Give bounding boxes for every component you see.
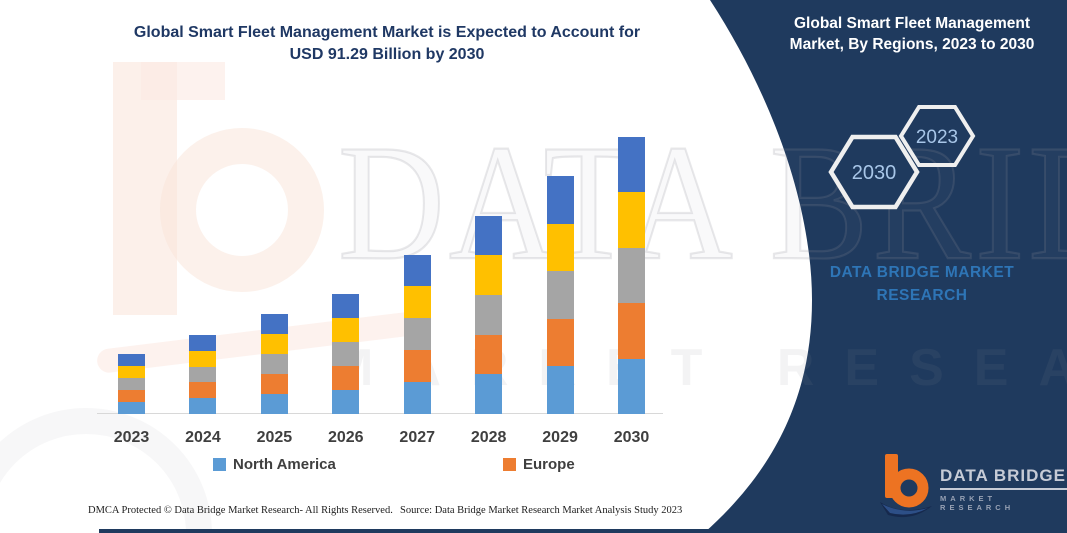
bar-segment-2027: [403, 350, 431, 383]
bar-segment-2025: [260, 374, 288, 394]
bar-segment-2028: [475, 215, 503, 256]
hexagon-2030-label: 2030: [852, 162, 897, 184]
footer-source: Source: Data Bridge Market Research Mark…: [400, 505, 683, 516]
footer-dmca: DMCA Protected © Data Bridge Market Rese…: [88, 505, 393, 516]
bar-segment-2026: [332, 366, 360, 390]
bar-segment-2024: [189, 350, 217, 367]
bar-segment-2025: [260, 354, 288, 374]
bar-segment-2027: [403, 318, 431, 351]
bar-segment-2027: [403, 382, 431, 414]
bar-segment-2028: [475, 334, 503, 375]
bar-segment-2030: [618, 192, 645, 248]
x-axis-line: [97, 413, 663, 414]
legend-item-north-america: North America: [213, 456, 336, 473]
chart-title-line2: USD 91.29 Billion by 2030: [289, 46, 485, 64]
brand-text-line1: DATA BRIDGE MARKET: [829, 264, 1015, 281]
bar-segment-2027: [403, 254, 431, 287]
legend-label: North America: [233, 456, 336, 473]
x-axis-label-2028: 2028: [470, 429, 507, 446]
databridge-logo: DATA BRIDGE MARKET RESEARCH: [878, 452, 1067, 518]
hexagon-2023-label: 2023: [916, 127, 958, 148]
bar-2028: [475, 215, 503, 414]
databridge-logo-icon: [880, 454, 932, 518]
bar-2023: [118, 353, 145, 414]
chart-title: Global Smart Fleet Management Market is …: [62, 22, 712, 67]
x-axis-label-2029: 2029: [542, 429, 578, 446]
bar-segment-2023: [118, 389, 145, 402]
bar-segment-2024: [189, 335, 217, 351]
side-panel-title-line1: Global Smart Fleet Management: [794, 15, 1030, 32]
hexagon-2023: 2023: [898, 105, 976, 167]
logo-subtitle: MARKET RESEARCH: [940, 494, 1015, 512]
bar-segment-2025: [260, 394, 288, 414]
bar-2030: [618, 136, 645, 414]
bar-segment-2029: [546, 223, 574, 272]
bar-segment-2030: [618, 136, 645, 192]
bar-segment-2028: [475, 255, 503, 295]
x-axis-label-2023: 2023: [113, 429, 150, 446]
side-panel-title: Global Smart Fleet Management Market, By…: [762, 14, 1062, 56]
bar-segment-2024: [189, 366, 217, 383]
bar-segment-2025: [260, 334, 288, 354]
bar-segment-2025: [260, 314, 288, 334]
bar-segment-2029: [546, 318, 574, 367]
bar-segment-2029: [546, 176, 574, 224]
bar-segment-2026: [332, 294, 360, 318]
side-panel-title-line2: Market, By Regions, 2023 to 2030: [789, 35, 1035, 53]
bar-segment-2024: [189, 382, 217, 399]
bar-segment-2023: [118, 377, 145, 390]
databridge-logo-text: DATA BRIDGE MARKET RESEARCH: [940, 452, 1067, 512]
bar-2027: [403, 254, 431, 414]
logo-name: DATA BRIDGE: [940, 466, 1067, 490]
bar-segment-2029: [546, 271, 574, 319]
brand-text-line2: RESEARCH: [876, 287, 968, 305]
watermark-text-databridge: DATA BRIDGE: [337, 110, 1067, 296]
bar-segment-2023: [118, 353, 145, 366]
bar-2026: [332, 294, 360, 414]
hexagon-2030: 2030: [828, 134, 920, 210]
chart-title-line1: Global Smart Fleet Management Market is …: [133, 24, 641, 41]
legend-swatch: [503, 458, 516, 471]
bar-2025: [260, 314, 288, 414]
x-axis-label-2026: 2026: [327, 429, 364, 446]
bar-segment-2027: [403, 286, 431, 319]
bar-segment-2030: [618, 303, 645, 359]
bar-segment-2023: [118, 401, 145, 414]
bottom-divider-line: [99, 529, 1067, 533]
bar-segment-2024: [189, 398, 217, 414]
bar-segment-2026: [332, 318, 360, 342]
bar-segment-2028: [475, 294, 503, 335]
bar-segment-2030: [618, 247, 645, 303]
x-axis-label-2025: 2025: [256, 429, 293, 446]
watermark-logo-cap: [141, 62, 225, 100]
watermark-text-marketresearch: MARKET RESEARCH: [330, 339, 1067, 397]
x-axis-label-2024: 2024: [185, 429, 221, 446]
year-hexagons: 2023 2030: [828, 105, 976, 210]
bar-2029: [546, 176, 574, 414]
bar-segment-2030: [618, 358, 645, 414]
x-axis-label-2027: 2027: [399, 429, 436, 446]
brand-text: DATA BRIDGE MARKET RESEARCH: [792, 261, 1052, 308]
legend-item-europe: Europe: [503, 456, 575, 473]
legend-label: Europe: [523, 456, 575, 473]
x-axis-label-2030: 2030: [613, 429, 650, 446]
bar-segment-2026: [332, 342, 360, 366]
bar-segment-2029: [546, 366, 574, 414]
legend-swatch: [213, 458, 226, 471]
bar-segment-2023: [118, 365, 145, 378]
bar-segment-2028: [475, 374, 503, 414]
bar-segment-2026: [332, 390, 360, 414]
bar-2024: [189, 335, 217, 414]
